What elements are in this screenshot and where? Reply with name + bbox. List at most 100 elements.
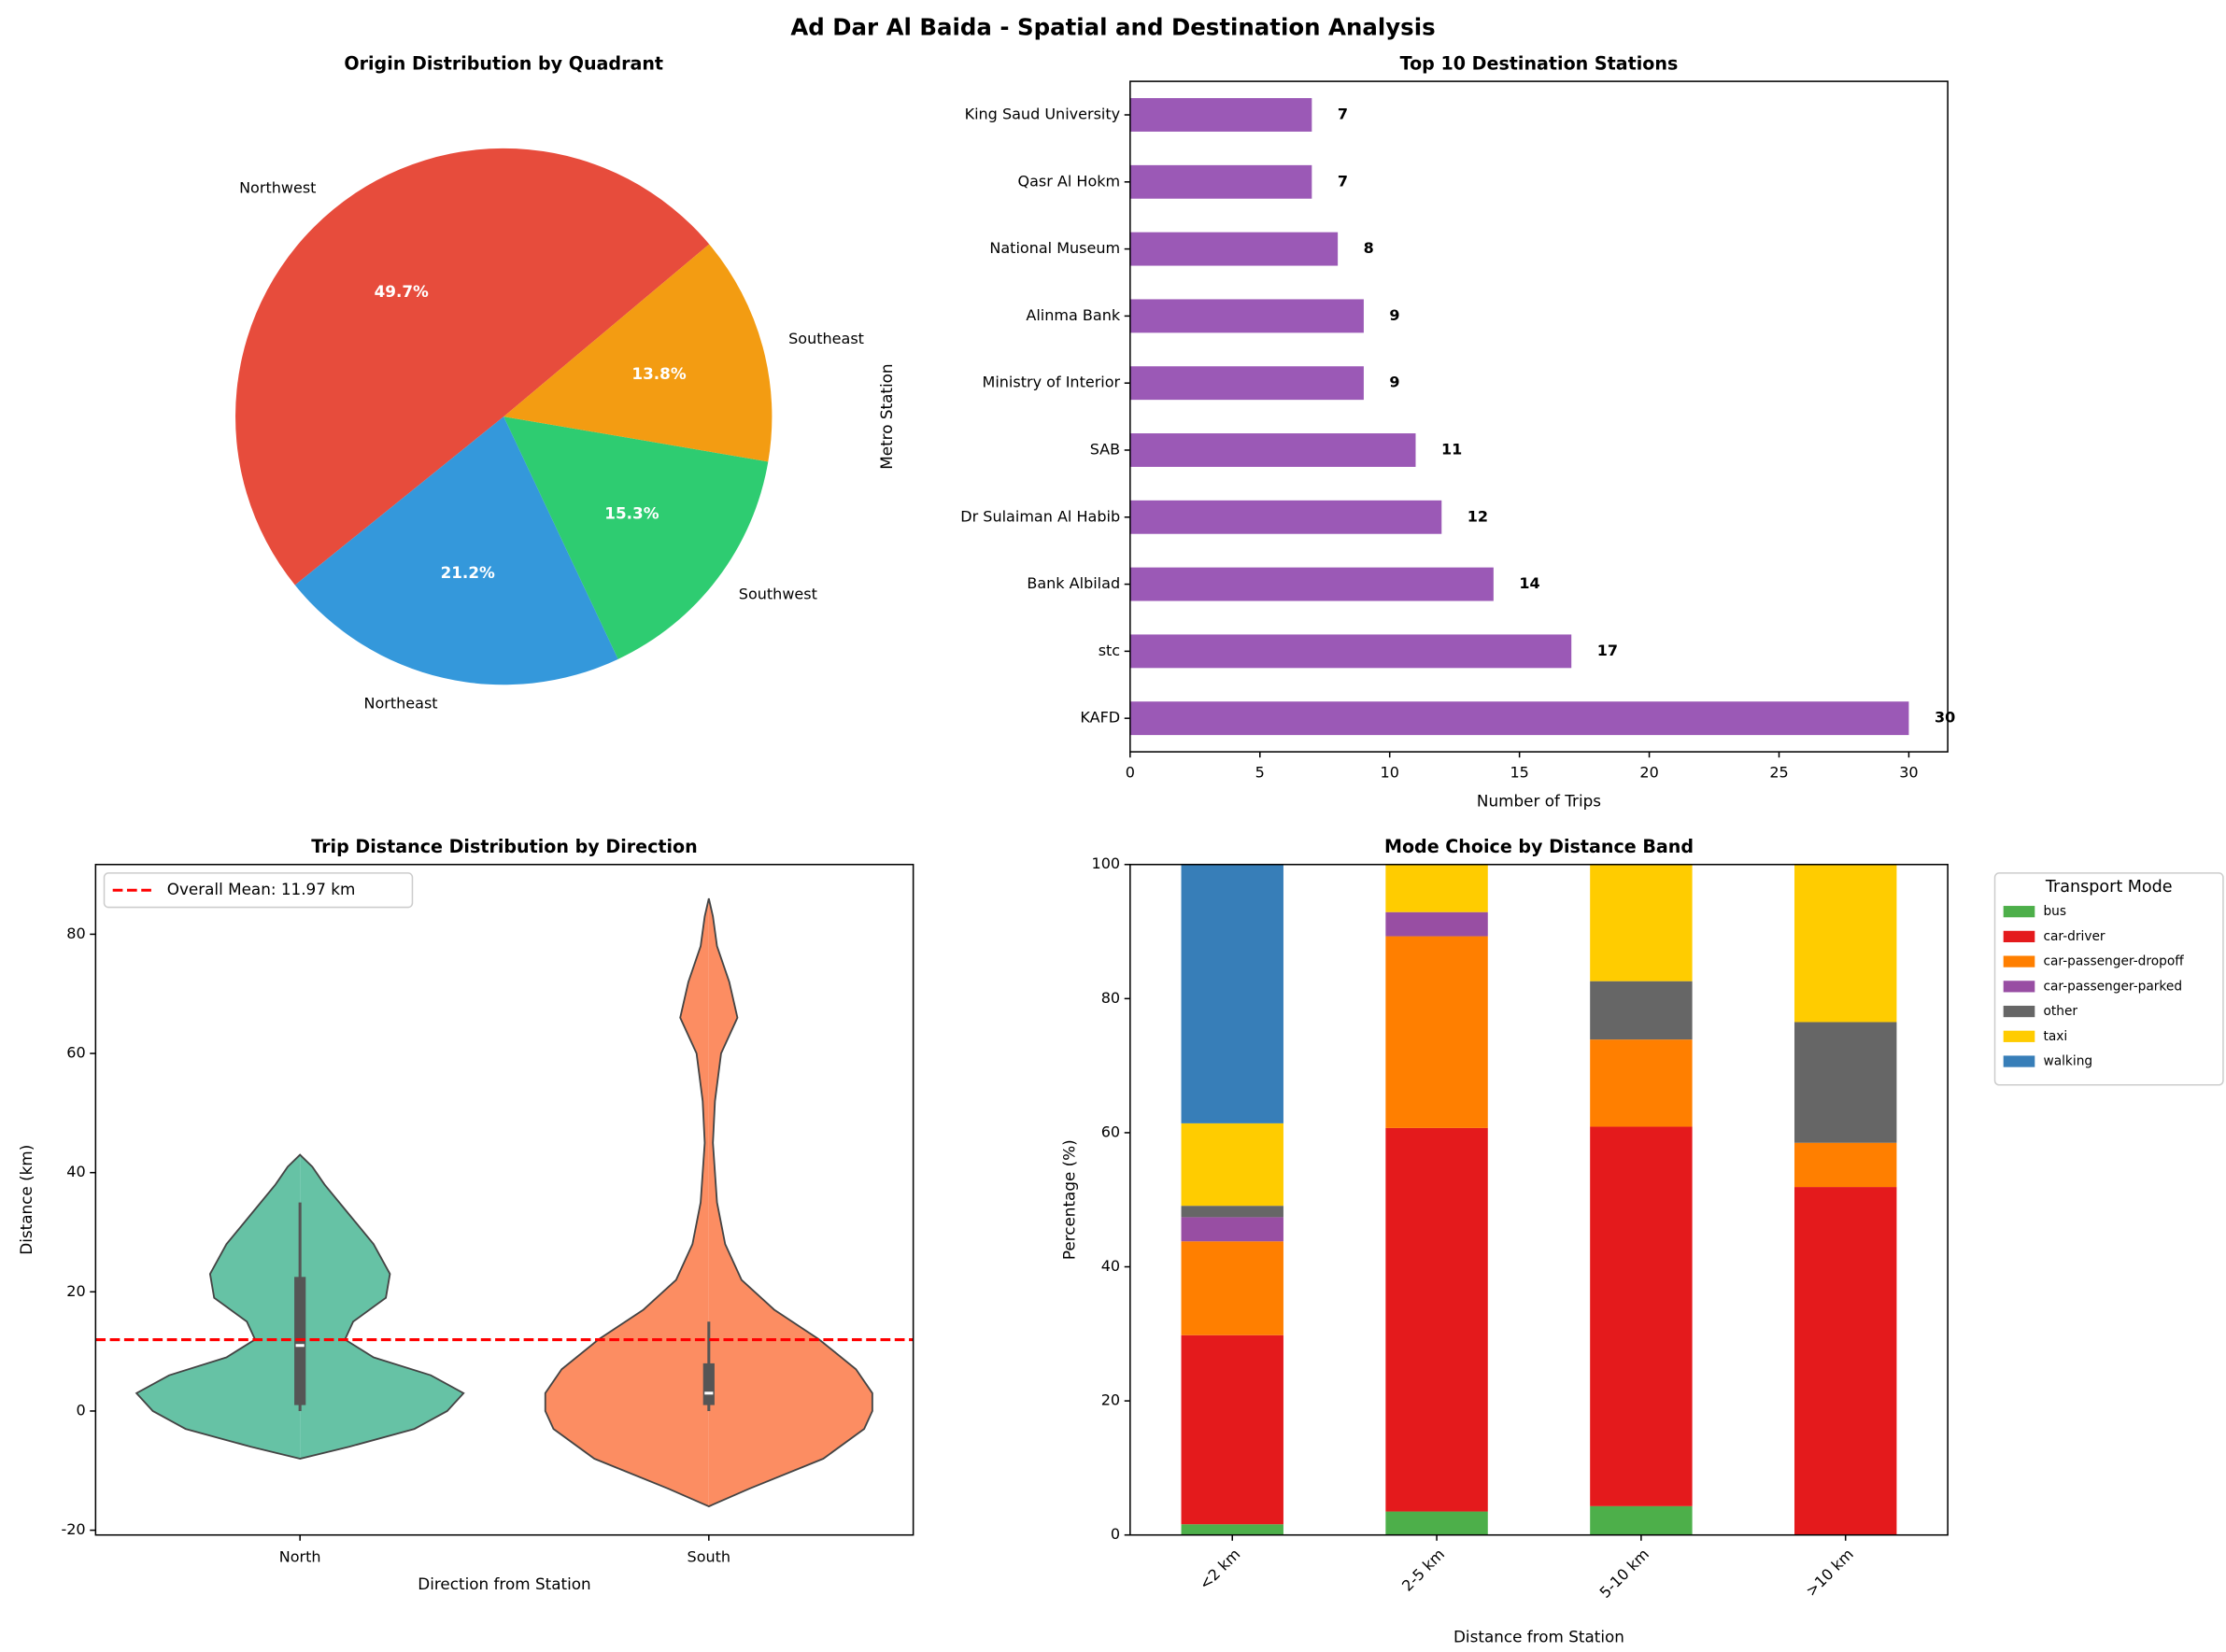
legend-swatch [2003,955,2035,967]
y-axis-label: Metro Station [877,363,896,469]
x-tick-label: 0 [1126,763,1135,781]
y-tick-label: 0 [76,1401,85,1419]
bar-segment [1181,1217,1283,1242]
violin-half [300,1154,464,1460]
y-tick-label: King Saud University [965,106,1121,123]
legend-label: car-passenger-parked [2043,979,2182,994]
x-tick-label: 15 [1510,763,1528,781]
bar-segment [1181,1334,1283,1525]
pie-slice [235,148,710,586]
figure-title: Ad Dar Al Baida - Spatial and Destinatio… [790,14,1435,41]
y-tick-label: 0 [1111,1525,1120,1543]
bar-segment [1181,1524,1283,1535]
x-tick-label: 10 [1381,763,1399,781]
bar-segment [1181,1206,1283,1218]
x-tick-label: South [688,1548,731,1566]
chart-title: Top 10 Destination Stations [1400,52,1679,74]
violin-outline [135,1153,465,1460]
legend-label: taxi [2043,1029,2067,1044]
slice-percent: 13.8% [631,364,686,383]
y-tick-label: 60 [1101,1123,1120,1140]
slice-label: Southwest [739,586,817,603]
y-tick-label: National Museum [989,239,1120,257]
y-tick-label: 100 [1092,854,1121,872]
axes-frame [1129,80,1949,753]
data-label: 9 [1389,374,1399,391]
x-tick-label: 25 [1769,763,1788,781]
axes-frame [94,863,915,1536]
chart-title: Mode Choice by Distance Band [1384,836,1694,857]
bar-segment [1590,1039,1693,1127]
pie-slice [503,417,769,659]
y-tick-label: 20 [1101,1391,1120,1409]
slice-percent: 49.7% [375,282,429,301]
bar-segment [1385,911,1488,937]
bar-segment [1794,864,1897,1023]
legend-swatch [2003,906,2035,918]
bar-segment [1181,1123,1283,1207]
legend-box [103,872,414,909]
violin-half [136,1154,301,1460]
violin-half [545,898,709,1507]
x-tick-label: North [279,1548,321,1566]
bar-segment [1181,1241,1283,1335]
legend-label: car-driver [2043,929,2105,944]
y-tick-label: SAB [1090,440,1120,458]
legend-swatch [2003,981,2035,993]
y-tick-label: 20 [66,1282,85,1300]
y-axis-label: Distance (km) [17,1145,35,1255]
y-tick-label: Ministry of Interior [983,374,1121,391]
slice-label: Northeast [364,694,438,712]
data-label: 14 [1519,574,1539,592]
data-label: 17 [1597,642,1618,659]
y-tick-label: 60 [66,1044,85,1062]
y-tick-label: Qasr Al Hokm [1017,172,1120,190]
legend-title: Transport Mode [2045,878,2173,897]
legend-label: bus [2043,904,2066,919]
y-tick-label: 40 [1101,1257,1120,1275]
bar [1129,366,1364,401]
y-tick-label: -20 [61,1520,85,1538]
y-axis-label: Percentage (%) [1060,1139,1079,1260]
slice-label: Southeast [788,330,864,347]
legend-label: walking [2043,1054,2092,1069]
bar-segment [1590,981,1693,1040]
bar [1129,299,1364,333]
slice-percent: 15.3% [604,503,659,522]
x-axis-label: Distance from Station [1453,1628,1624,1646]
bar [1129,164,1312,199]
x-tick-label: 30 [1899,763,1918,781]
y-tick-label: Bank Albilad [1027,574,1120,592]
bar [1129,634,1572,669]
legend-box [1993,872,2224,1086]
bar-segment [1590,1126,1693,1506]
y-tick-label: Dr Sulaiman Al Habib [960,507,1120,525]
bar-segment [1385,936,1488,1128]
y-tick-label: 80 [1101,989,1120,1007]
y-tick-label: stc [1099,642,1120,659]
violin-half [708,898,872,1507]
legend-swatch [2003,1055,2035,1067]
bar-segment [1385,1511,1488,1535]
y-tick-label: 80 [66,925,85,942]
bar-segment [1181,864,1283,1123]
bar [1129,98,1312,132]
x-axis-label: Number of Trips [1477,792,1601,811]
legend-label: Overall Mean: 11.97 km [167,880,356,898]
y-tick-label: 40 [66,1163,85,1180]
y-tick-label: Alinma Bank [1026,306,1120,324]
data-label: 12 [1467,507,1488,525]
pie-slice [503,244,773,462]
bar-segment [1385,1127,1488,1512]
pie-slice [294,417,618,685]
legend-swatch [2003,1005,2035,1018]
bar-segment [1590,864,1693,981]
y-tick-label: KAFD [1080,709,1120,727]
data-label: 11 [1441,440,1462,458]
axes-frame [1129,863,1949,1536]
data-label: 9 [1389,306,1399,324]
chart-title: Origin Distribution by Quadrant [344,52,663,74]
legend-swatch [2003,930,2035,942]
